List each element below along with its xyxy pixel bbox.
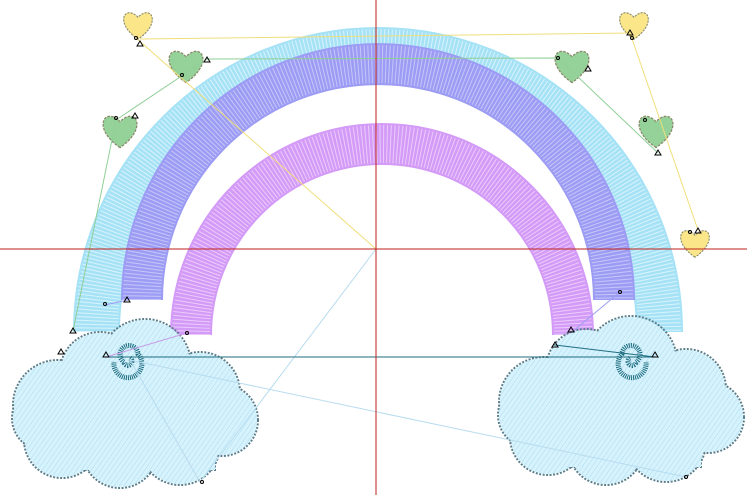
jump-lines [72,32,699,483]
end-marker [684,475,688,479]
start-markers [57,29,702,358]
yellow-heart [680,230,710,258]
right-spiral [615,343,649,381]
left-spiral [111,343,145,381]
teal-jump [554,344,656,358]
end-marker [688,230,692,234]
outer-band-stitches [75,29,681,333]
right-cloud [497,315,745,486]
end-marker [134,36,138,40]
green-heart [638,115,674,149]
yellow-jump [139,32,699,231]
inner-band [170,123,594,336]
end-marker [643,118,647,122]
middle-band [121,43,635,301]
green-heart [554,50,590,84]
spirals [111,343,649,381]
right-cloud-fill [499,317,743,484]
end-marker [103,302,107,306]
end-marker [180,73,184,77]
purple-jump [571,291,621,333]
rainbow [73,27,683,336]
green-jump [72,57,659,332]
end-marker [618,290,622,294]
violet-jump [105,332,188,358]
hearts [102,12,710,258]
end-marker [630,36,634,40]
end-marker [114,116,118,120]
yellow-heart [123,12,153,40]
end-marker [556,56,560,60]
blue-jump [129,248,687,483]
yellow-jump [135,37,377,250]
end-marker [200,480,204,484]
end-marker [185,331,189,335]
markers [57,29,702,484]
